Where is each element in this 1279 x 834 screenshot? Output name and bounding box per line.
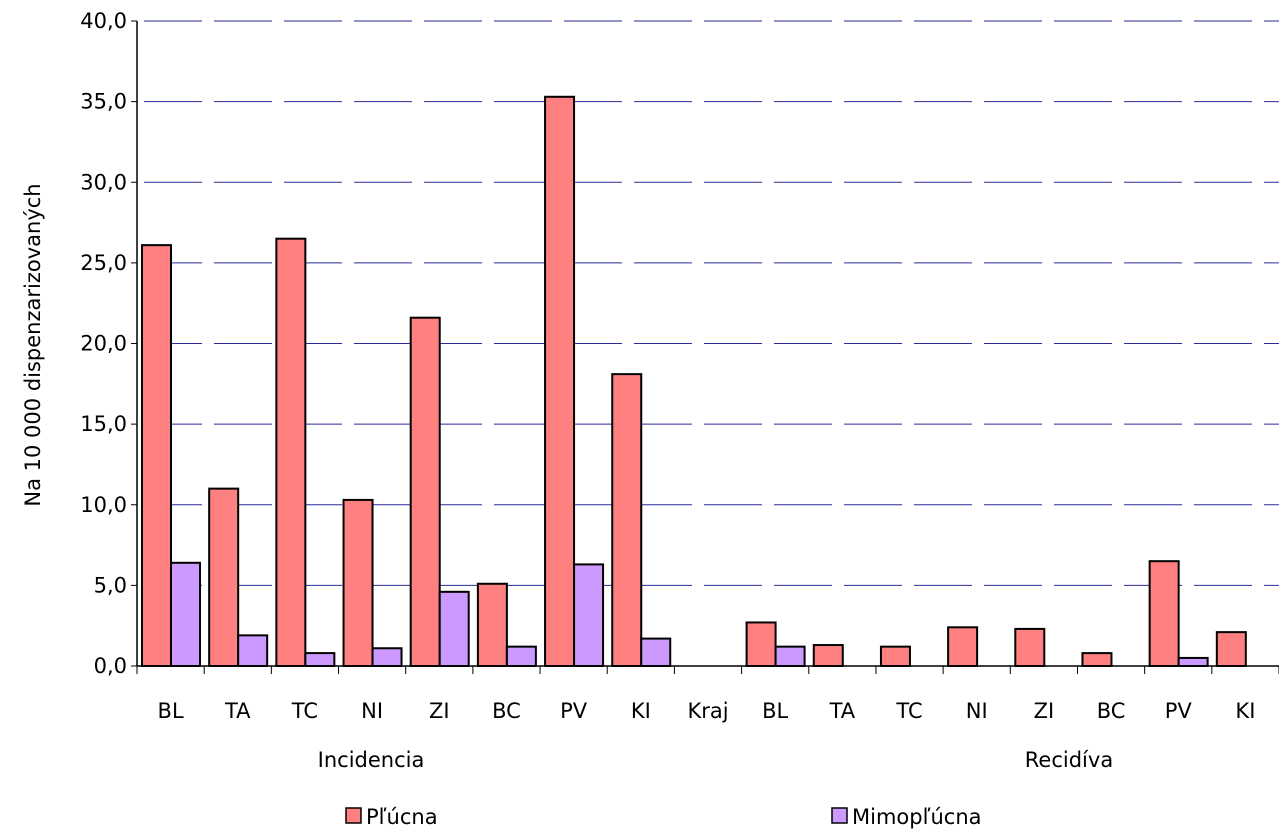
x-category-labels: BL TA TC NI ZI BC PV KI Kraj BL TA TC NI ZI BC PV KI <box>158 699 1256 723</box>
gridlines <box>137 20 1279 586</box>
group-label-1: Recidíva <box>1025 748 1113 772</box>
y-tick-label: 10,0 <box>80 493 127 517</box>
x-category-label: BL <box>158 699 184 723</box>
y-tick-label: 30,0 <box>80 170 127 194</box>
x-category-label: NI <box>966 699 988 723</box>
bar-plucna-9 <box>745 621 777 668</box>
bar-plucna-13 <box>1014 627 1046 667</box>
legend: Pľúcna Mimopľúcna <box>345 805 982 829</box>
bar-mimoplucna-4 <box>438 590 470 668</box>
bar-plucna-12 <box>947 626 979 667</box>
x-category-label: PV <box>1165 699 1193 723</box>
x-category-label: ZI <box>1034 699 1055 723</box>
x-category-label: BC <box>492 699 521 723</box>
x-category-label: NI <box>361 699 383 723</box>
bar-mimoplucna-2 <box>304 652 336 667</box>
x-category-label: TA <box>829 699 856 723</box>
y-tick-label: 20,0 <box>80 332 127 356</box>
y-tick-label: 40,0 <box>80 9 127 33</box>
y-tick-label: 5,0 <box>94 573 127 597</box>
bar-plucna-2 <box>275 237 307 667</box>
bar-plucna-10 <box>812 644 844 667</box>
bar-mimoplucna-5 <box>505 645 537 668</box>
legend-swatch-1 <box>831 807 848 824</box>
bar-plucna-15 <box>1148 560 1180 667</box>
x-category-label: Kraj <box>687 699 728 723</box>
legend-label-0: Pľúcna <box>366 805 438 829</box>
bar-plucna-11 <box>879 645 911 668</box>
y-tick-label: 35,0 <box>80 90 127 114</box>
bar-plucna-4 <box>409 316 441 667</box>
x-category-label: PV <box>560 699 588 723</box>
y-axis-title: Na 10 000 dispenzarizovaných <box>21 183 45 506</box>
x-category-label: TC <box>291 699 318 723</box>
y-tick-label: 25,0 <box>80 251 127 275</box>
bar-plucna-5 <box>476 582 508 668</box>
y-tick-label: 0,0 <box>94 654 127 678</box>
x-category-label: BC <box>1097 699 1126 723</box>
legend-label-1: Mimopľúcna <box>852 805 982 829</box>
x-category-label: KI <box>1235 699 1255 723</box>
bars <box>141 95 1247 668</box>
bar-plucna-6 <box>544 95 576 668</box>
axes <box>131 20 1279 674</box>
x-category-label: KI <box>631 699 651 723</box>
y-tick-labels: 0,0 5,0 10,0 15,0 20,0 25,0 30,0 35,0 40,0 <box>80 9 127 678</box>
bar-mimoplucna-7 <box>640 637 672 668</box>
bar-plucna-7 <box>611 373 643 667</box>
bar-mimoplucna-9 <box>774 645 806 668</box>
bar-plucna-1 <box>208 487 240 667</box>
bar-mimoplucna-1 <box>237 634 269 667</box>
bar-plucna-0 <box>141 244 172 667</box>
x-category-label: BL <box>762 699 788 723</box>
x-category-label: TC <box>895 699 922 723</box>
legend-swatch-0 <box>345 807 362 824</box>
bar-plucna-3 <box>342 498 374 667</box>
x-category-label: TA <box>224 699 251 723</box>
x-category-label: ZI <box>429 699 450 723</box>
group-label-0: Incidencia <box>318 748 425 772</box>
bar-mimoplucna-0 <box>170 561 201 667</box>
bar-mimoplucna-3 <box>371 647 403 668</box>
bar-plucna-14 <box>1081 652 1113 667</box>
bar-mimoplucna-15 <box>1177 656 1209 667</box>
bar-plucna-16 <box>1215 631 1247 668</box>
group-labels: Incidencia Recidíva <box>318 748 1114 772</box>
bar-mimoplucna-6 <box>573 563 605 667</box>
y-tick-label: 15,0 <box>80 412 127 436</box>
